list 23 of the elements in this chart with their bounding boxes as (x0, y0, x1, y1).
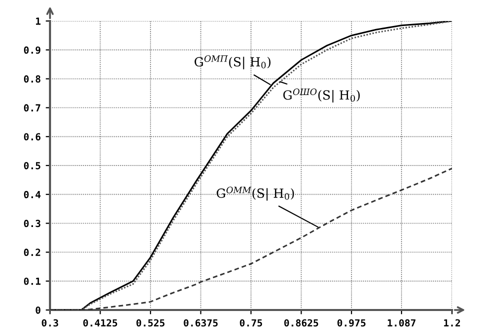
y-tick-label: 0.2 (24, 248, 40, 256)
y-tick-label: 0.1 (24, 278, 41, 285)
x-tick-label: 0.8625 (284, 319, 318, 327)
y-tick-label: 0.6 (24, 133, 40, 140)
x-tick-label: 0.975 (337, 319, 366, 327)
annotation: G$^{ОШО}$(S| H$_{0}$) (283, 88, 360, 102)
y-tick-label: 0.8 (24, 75, 40, 83)
x-tick-label: 0.4125 (83, 319, 118, 327)
x-tick-label: 0.75 (240, 319, 262, 327)
y-tick-label: 0.7 (24, 104, 40, 112)
y-tick-label: 0.4 (24, 190, 41, 198)
x-tick-label: 0.6375 (184, 319, 218, 327)
annotation: G$^{ОММ}$(S| H$_{0}$) (216, 186, 294, 201)
x-tick-label: 0.525 (136, 319, 164, 327)
x-tick-label: 1.2 (444, 319, 460, 326)
y-tick-label: 0 (36, 306, 40, 314)
y-tick-label: 1 (36, 18, 41, 25)
annotation: G$^{ОМП}$(S| H$_{0}$) (194, 55, 270, 70)
x-tick-label: 1.087 (388, 319, 416, 327)
y-tick-label: 0.3 (24, 220, 40, 228)
y-tick-label: 0.9 (24, 46, 40, 54)
x-tick-label: 0.3 (42, 319, 58, 327)
y-tick-label: 0.5 (24, 162, 40, 170)
